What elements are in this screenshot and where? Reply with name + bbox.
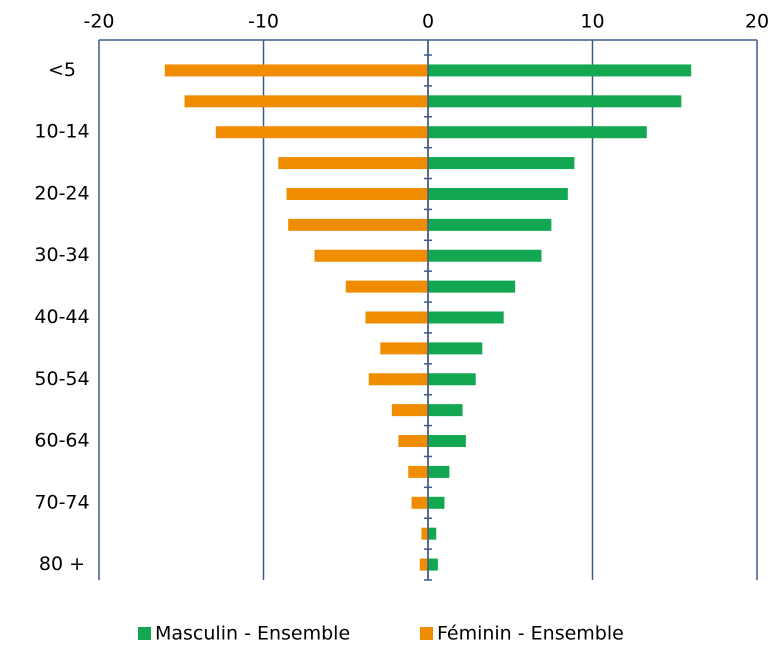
bar [428,157,575,170]
x-tick-label: 0 [422,11,434,33]
legend-label: Féminin - Ensemble [437,623,624,645]
bar [164,64,429,77]
bar [380,342,428,355]
bar [288,218,428,231]
bar [419,558,428,571]
y-tick-label: 40-44 [34,306,89,328]
bar [428,558,438,571]
bar [428,64,692,77]
bar [184,95,428,108]
x-tick-label: 20 [745,11,769,33]
bar [345,280,428,293]
y-tick-label: 10-14 [34,121,89,143]
y-tick-label: 70-74 [34,491,89,513]
bar [314,249,428,262]
bar [368,373,428,386]
y-tick-label: 50-54 [34,368,89,390]
bar [428,280,516,293]
bar [428,465,450,478]
bar [408,465,428,478]
bar [428,126,647,139]
legend-label: Masculin - Ensemble [155,623,350,645]
bar [428,404,463,417]
legend-swatch [420,627,433,640]
bar [365,311,428,324]
bar [428,218,552,231]
bar [398,435,428,448]
y-tick-label: 30-34 [34,244,89,266]
bar [421,527,428,540]
bar [428,496,445,509]
bar [411,496,428,509]
bar [278,157,428,170]
bar [428,373,476,386]
x-tick-label: 10 [580,11,604,33]
y-tick-label: 80 + [39,553,85,575]
bar [428,95,682,108]
bar [428,311,504,324]
bar [428,187,568,200]
bar [428,342,483,355]
legend-swatch [138,627,151,640]
x-tick-label: -20 [83,11,114,33]
bar [428,249,542,262]
bar [391,404,428,417]
y-tick-label: 60-64 [34,430,89,452]
bar [428,435,466,448]
bar [286,187,428,200]
bar [215,126,428,139]
x-tick-label: -10 [248,11,279,33]
bar [428,527,437,540]
y-tick-label: <5 [48,59,76,81]
y-tick-label: 20-24 [34,182,89,204]
